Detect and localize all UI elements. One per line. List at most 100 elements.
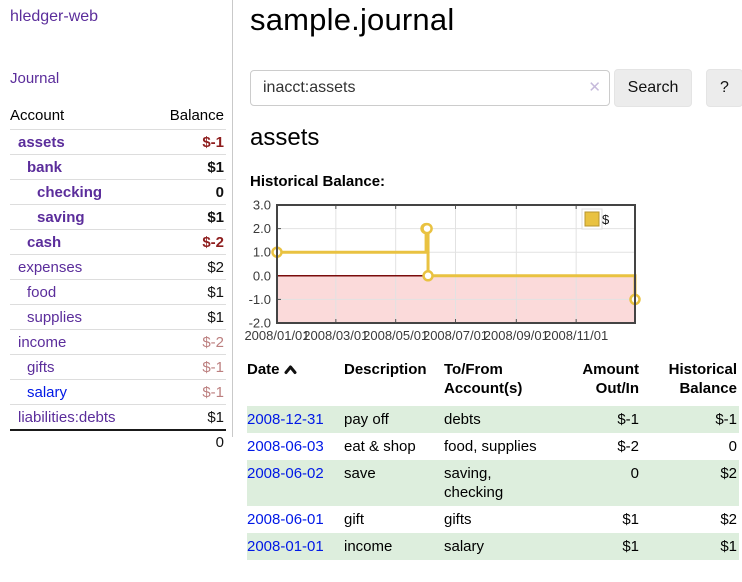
transaction-amount: $1 (622, 538, 639, 555)
account-column-header: Account (10, 107, 65, 124)
account-row: assets $-1 (10, 129, 226, 154)
register-row: 2008-06-02 save saving, checking 0 $2 (247, 460, 739, 506)
account-link-income[interactable]: income (18, 333, 67, 351)
svg-text:2008/07/01: 2008/07/01 (423, 328, 488, 343)
account-balance: $2 (207, 258, 224, 276)
svg-text:0.0: 0.0 (253, 268, 271, 283)
svg-text:2.0: 2.0 (253, 221, 271, 236)
account-row: cash $-2 (10, 229, 226, 254)
account-link-bank[interactable]: bank (27, 158, 63, 176)
transaction-accounts: debts (444, 411, 481, 428)
balance-column-header: Balance (169, 107, 224, 124)
search-button[interactable]: Search (614, 69, 692, 107)
column-header-amount: Amount Out/In (582, 361, 639, 397)
account-balance: $1 (207, 308, 224, 326)
svg-text:1.0: 1.0 (253, 245, 271, 260)
transaction-amount: $-1 (617, 411, 639, 428)
accounts-grand-total: 0 (10, 429, 226, 455)
transaction-accounts: salary (444, 538, 485, 555)
account-link-liabilities-debts[interactable]: liabilities:debts (18, 408, 116, 426)
transaction-date-link[interactable]: 2008-06-02 (247, 465, 324, 482)
register-header-row: Date Description To/From Account(s) Amou… (247, 360, 739, 406)
svg-text:-2.0: -2.0 (249, 316, 271, 331)
svg-text:2008/11/01: 2008/11/01 (544, 328, 608, 343)
transaction-balance: $2 (720, 511, 737, 528)
transaction-balance: $-1 (715, 411, 737, 428)
sidebar: hledger-web Journal Account Balance asse… (0, 0, 233, 451)
help-button[interactable]: ? (706, 69, 742, 107)
column-header-description: Description (344, 361, 427, 378)
account-link-food[interactable]: food (27, 283, 57, 301)
account-heading: assets (250, 124, 320, 151)
transaction-date-link[interactable]: 2008-06-01 (247, 511, 324, 528)
transaction-amount: $-2 (617, 438, 639, 455)
register-row: 2008-01-01 income salary $1 $1 (247, 533, 739, 560)
historical-balance-chart[interactable]: $3.0 2.0 1.0 0.0 -1.0 -2.0 2008/01/01 2008/03/0… (244, 198, 714, 350)
search-bar: ✕ Search ? (250, 69, 742, 107)
account-link-salary[interactable]: salary (27, 383, 68, 401)
svg-text:2008/09/01: 2008/09/01 (484, 328, 549, 343)
account-row: bank $1 (10, 154, 226, 179)
transaction-accounts: saving, checking (444, 465, 504, 501)
column-header-date: Date (247, 360, 344, 406)
sidebar-item-journal[interactable]: Journal (10, 70, 60, 87)
account-row: expenses $2 (10, 254, 226, 279)
account-row: food $1 (10, 279, 226, 304)
account-link-saving[interactable]: saving (37, 208, 85, 226)
accounts-table: Account Balance assets $-1 bank $1 check… (10, 106, 226, 455)
account-balance: 0 (215, 183, 224, 201)
account-balance: $-2 (202, 233, 224, 251)
register-row: 2008-12-31 pay off debts $-1 $-1 (247, 406, 739, 433)
svg-text:2008/05/01: 2008/05/01 (363, 328, 428, 343)
accounts-table-header: Account Balance (10, 106, 226, 129)
account-row: liabilities:debts $1 (10, 404, 226, 429)
search-field-wrap: ✕ (250, 70, 610, 106)
account-row: income $-2 (10, 329, 226, 354)
account-row: supplies $1 (10, 304, 226, 329)
account-row: checking 0 (10, 179, 226, 204)
clear-search-icon[interactable]: ✕ (588, 79, 601, 96)
transaction-accounts: gifts (444, 511, 472, 528)
svg-text:3.0: 3.0 (253, 200, 271, 213)
page-title: sample.journal (250, 2, 455, 37)
transaction-balance: 0 (728, 438, 737, 455)
account-balance: $1 (207, 158, 224, 176)
account-link-checking[interactable]: checking (37, 183, 103, 201)
column-header-tofrom: To/From Account(s) (444, 361, 523, 397)
transaction-date-link[interactable]: 2008-12-31 (247, 411, 324, 428)
account-link-gifts[interactable]: gifts (27, 358, 55, 376)
account-link-assets[interactable]: assets (18, 133, 65, 151)
account-row: salary $-1 (10, 379, 226, 404)
account-balance: $-2 (202, 333, 224, 351)
account-balance: $1 (207, 283, 224, 301)
account-balance: $-1 (202, 133, 224, 151)
account-balance: $-1 (202, 383, 224, 401)
account-balance: $1 (207, 408, 224, 426)
transaction-amount: 0 (630, 465, 639, 482)
register-row: 2008-06-03 eat & shop food, supplies $-2… (247, 433, 739, 460)
transaction-description: pay off (344, 411, 389, 428)
transaction-description: eat & shop (344, 438, 416, 455)
transaction-accounts: food, supplies (444, 438, 537, 455)
brand-link[interactable]: hledger-web (10, 8, 99, 25)
transaction-date-link[interactable]: 2008-01-01 (247, 538, 324, 555)
account-row: gifts $-1 (10, 354, 226, 379)
account-balance: $-1 (202, 358, 224, 376)
account-link-cash[interactable]: cash (27, 233, 62, 251)
account-link-expenses[interactable]: expenses (18, 258, 83, 276)
transaction-description: gift (344, 511, 365, 528)
svg-text:-1.0: -1.0 (249, 292, 271, 307)
search-input[interactable] (250, 70, 610, 106)
register-row: 2008-06-01 gift gifts $1 $2 (247, 506, 739, 533)
svg-text:2008/01/01: 2008/01/01 (244, 328, 309, 343)
register-table: Date Description To/From Account(s) Amou… (247, 360, 739, 560)
account-row: saving $1 (10, 204, 226, 229)
chart-caption: Historical Balance: (250, 173, 386, 190)
transaction-date-link[interactable]: 2008-06-03 (247, 438, 324, 455)
account-link-supplies[interactable]: supplies (27, 308, 83, 326)
column-header-balance: Historical Balance (668, 361, 737, 397)
transaction-balance: $2 (720, 465, 737, 482)
transaction-amount: $1 (622, 511, 639, 528)
transaction-description: save (344, 465, 376, 482)
